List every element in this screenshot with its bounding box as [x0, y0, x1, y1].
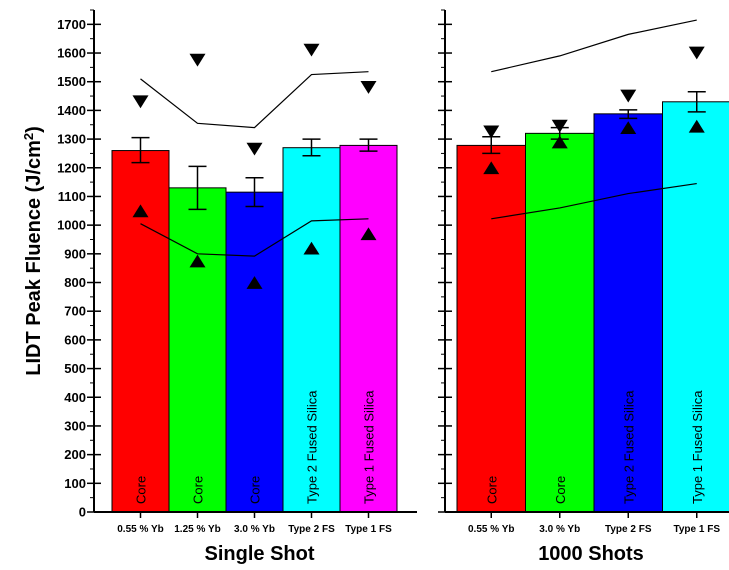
bar	[282, 147, 341, 513]
bar	[225, 191, 284, 513]
min-marker	[688, 119, 705, 133]
y-tick-label: 1600	[57, 46, 86, 61]
min-marker	[551, 135, 568, 149]
bar-label: Type 2 Fused Silica	[305, 390, 320, 504]
y-tick-label: 400	[64, 390, 86, 405]
bar-label: Core	[191, 476, 206, 504]
x-tick-label: Type 1 FS	[674, 524, 721, 535]
x-tick-label: 0.55 % Yb	[468, 524, 515, 535]
bar	[456, 144, 526, 513]
bar-label: Core	[484, 476, 499, 504]
y-tick-label: 900	[64, 246, 86, 261]
upper-line	[491, 19, 697, 73]
y-tick-label: 700	[64, 304, 86, 319]
bar-label: Core	[248, 476, 263, 504]
y-tick-label: 800	[64, 275, 86, 290]
y-tick-label: 100	[64, 476, 86, 491]
y-tick-label: 500	[64, 361, 86, 376]
y-axis-title: LIDT Peak Fluence (J/cm2)	[21, 126, 46, 376]
max-marker	[189, 53, 206, 67]
min-marker	[360, 227, 377, 241]
max-marker	[360, 81, 377, 94]
y-tick-label: 1500	[57, 74, 86, 89]
x-tick-label: Type 2 FS	[605, 524, 652, 535]
min-marker	[303, 241, 320, 255]
min-marker	[620, 121, 637, 135]
y-tick-label: 1400	[57, 103, 86, 118]
y-tick-label: 600	[64, 332, 86, 347]
max-marker	[688, 46, 705, 60]
max-marker	[551, 119, 568, 133]
x-tick-label: 1.25 % Yb	[174, 524, 221, 535]
y-tick-label: 1100	[58, 189, 86, 204]
y-tick-label: 1300	[57, 132, 86, 147]
bar-label: Core	[134, 476, 149, 504]
panel-title: 1000 Shots	[538, 543, 644, 565]
lower-line	[491, 182, 697, 220]
min-marker	[483, 161, 500, 175]
x-tick-label: Type 2 FS	[288, 524, 335, 535]
max-marker	[303, 43, 320, 57]
min-marker	[132, 204, 149, 218]
lower-line	[140, 218, 369, 257]
max-marker	[620, 89, 637, 103]
y-tick-label: 300	[64, 418, 86, 433]
bar	[525, 132, 595, 513]
bar-label: Core	[553, 476, 568, 504]
y-tick-label: 1200	[57, 160, 86, 175]
max-marker	[483, 125, 500, 139]
x-tick-label: Type 1 FS	[345, 524, 392, 535]
bar	[662, 101, 729, 513]
bar-label: Type 1 Fused Silica	[690, 390, 705, 504]
min-marker	[246, 276, 263, 289]
bar	[168, 187, 227, 513]
bar-label: Type 2 Fused Silica	[621, 390, 636, 504]
max-marker	[132, 95, 149, 109]
bar-label: Type 1 Fused Silica	[362, 390, 377, 504]
x-tick-label: 3.0 % Yb	[234, 524, 275, 535]
y-tick-label: 1000	[57, 218, 86, 233]
y-tick-label: 1700	[57, 17, 86, 32]
y-tick-label: 0	[79, 505, 86, 520]
y-tick-label: 200	[64, 447, 86, 462]
max-marker	[246, 142, 263, 156]
x-tick-label: 0.55 % Yb	[117, 524, 164, 535]
x-tick-label: 3.0 % Yb	[539, 524, 580, 535]
min-marker	[189, 254, 206, 268]
upper-line	[140, 71, 369, 129]
panel-title: Single Shot	[205, 543, 315, 565]
bar	[593, 113, 663, 513]
